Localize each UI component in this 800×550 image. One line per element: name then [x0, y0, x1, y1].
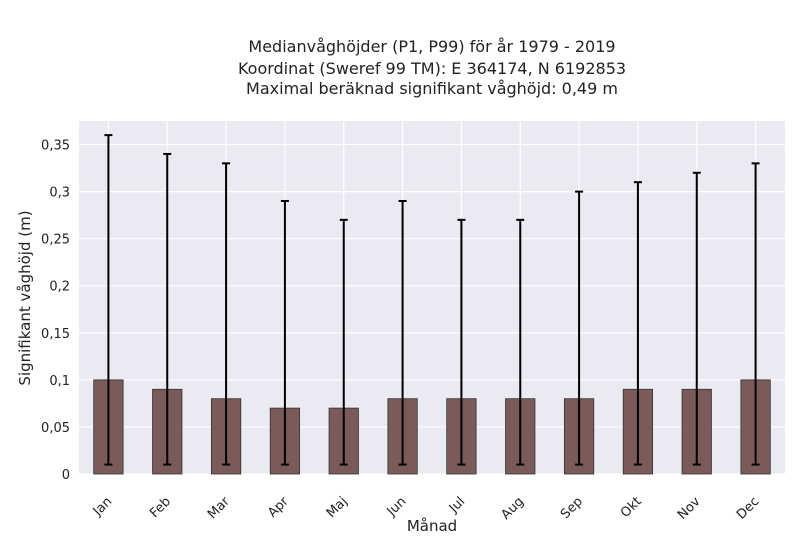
x-tick-label: Jan: [90, 494, 115, 519]
y-tick-labels: 0 0,05 0,1 0,15 0,2 0,25 0,3 0,35: [41, 139, 70, 483]
y-tick-label: 0,35: [41, 139, 70, 154]
chart-title-line-2: Koordinat (Sweref 99 TM): E 364174, N 61…: [238, 59, 626, 78]
x-tick-label: Nov: [675, 494, 704, 523]
y-gridlines: [79, 143, 785, 475]
x-tick-label: Okt: [618, 494, 645, 521]
y-axis-label: Signifikant våghöjd (m): [16, 210, 34, 385]
x-tick-label: Apr: [265, 494, 292, 521]
y-tick-label: 0: [62, 468, 70, 483]
y-tick-label: 0,1: [49, 374, 70, 389]
y-tick-label: 0,25: [41, 233, 70, 248]
y-tick-label: 0,05: [41, 421, 70, 436]
x-tick-label: Jun: [384, 494, 410, 520]
x-tick-label: Jul: [446, 494, 468, 516]
y-tick-label: 0,3: [49, 186, 70, 201]
y-tick-label: 0,15: [41, 327, 70, 342]
chart-title: Medianvåghöjder (P1, P99) för år 1979 - …: [238, 37, 626, 98]
x-tick-label: Mar: [205, 494, 233, 522]
x-axis-label: Månad: [407, 517, 457, 535]
chart-title-line-1: Medianvåghöjder (P1, P99) för år 1979 - …: [248, 37, 615, 56]
plot-area: [79, 121, 785, 474]
x-tick-label: Maj: [324, 494, 351, 521]
x-tick-label: Dec: [734, 494, 762, 522]
x-tick-label: Feb: [147, 494, 174, 521]
x-tick-label: Aug: [499, 494, 528, 523]
error-bars: [104, 134, 760, 466]
y-tick-label: 0,2: [49, 280, 70, 295]
chart-title-line-3: Maximal beräknad signifikant våghöjd: 0,…: [246, 79, 618, 98]
x-tick-label: Sep: [558, 494, 586, 522]
